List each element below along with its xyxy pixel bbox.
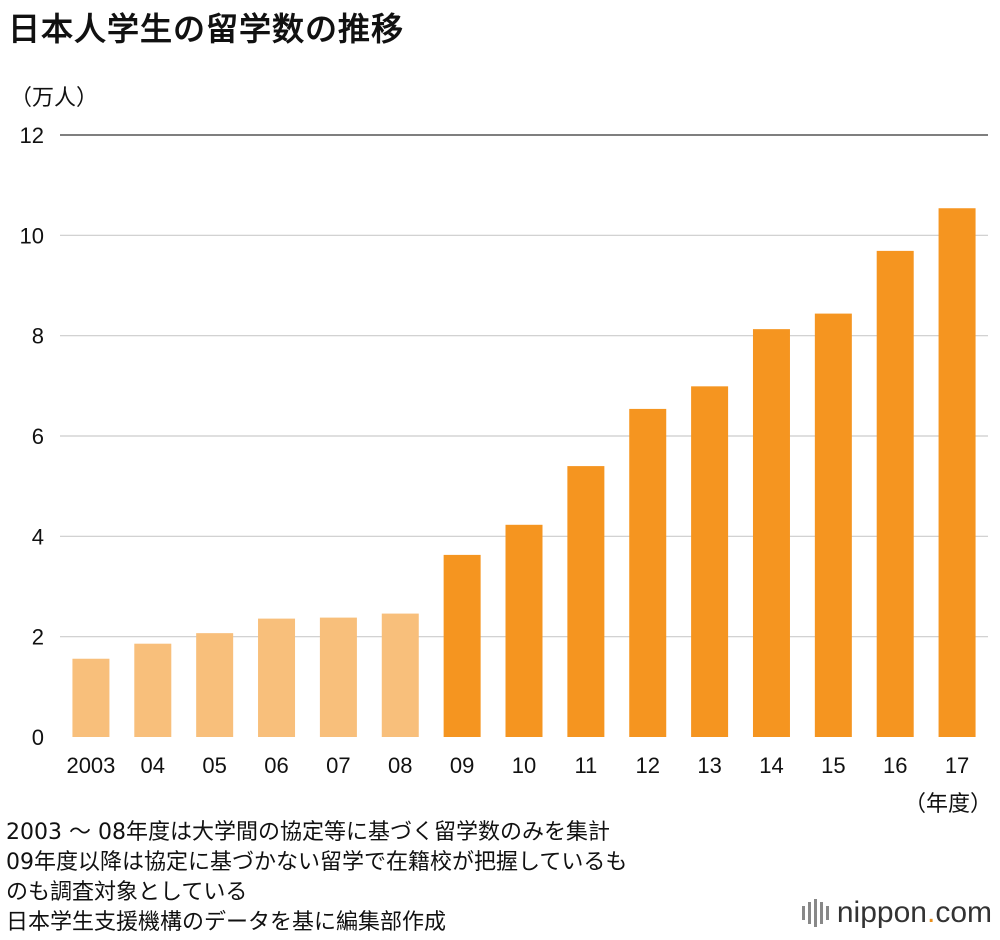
y-tick-label: 4 <box>32 524 44 549</box>
bar-16[interactable] <box>876 250 914 737</box>
chart-title: 日本人学生の留学数の推移 <box>8 10 405 48</box>
bar-09[interactable] <box>443 554 481 737</box>
brand-name: nippon <box>836 896 927 929</box>
bar-13[interactable] <box>691 386 729 737</box>
x-tick-label: 04 <box>141 753 165 778</box>
x-tick-label: 15 <box>821 753 845 778</box>
x-tick-labels: 2003 04 05 06 07 08 09 10 11 12 13 14 15 16 17 <box>66 753 969 778</box>
x-tick-label: 13 <box>697 753 721 778</box>
bar-2003[interactable] <box>72 658 110 737</box>
bar-06[interactable] <box>258 618 296 737</box>
footnote-line: のも調査対象としている <box>6 880 248 905</box>
x-tick-label: 06 <box>264 753 288 778</box>
y-tick-label: 10 <box>20 223 44 248</box>
x-tick-label: 07 <box>326 753 350 778</box>
x-axis-unit-label: （年度） <box>903 792 992 817</box>
bar-10[interactable] <box>505 524 543 737</box>
bar-05[interactable] <box>196 633 234 737</box>
y-tick-label: 0 <box>32 725 44 750</box>
y-axis-unit-label: （万人） <box>10 86 99 111</box>
brand-suffix: com <box>935 896 992 929</box>
brand-dot: . <box>926 896 936 929</box>
x-tick-label: 05 <box>202 753 226 778</box>
x-tick-label: 09 <box>450 753 474 778</box>
x-tick-label: 14 <box>759 753 783 778</box>
x-tick-label: 08 <box>388 753 412 778</box>
x-tick-label: 12 <box>635 753 659 778</box>
bar-11[interactable] <box>567 466 605 737</box>
y-tick-label: 8 <box>32 324 44 349</box>
footnote-line: 2003 ～ 08年度は大学間の協定等に基づく留学数のみを集計 <box>6 820 610 845</box>
bar-15[interactable] <box>814 313 852 737</box>
brand-bars-icon <box>801 899 829 927</box>
y-tick-label: 12 <box>20 123 44 148</box>
bars <box>72 208 976 737</box>
bar-04[interactable] <box>134 643 172 737</box>
x-tick-label: 16 <box>883 753 907 778</box>
source-note: 日本学生支援機構のデータを基に編集部作成 <box>6 910 447 935</box>
bar-12[interactable] <box>629 408 667 737</box>
bar-17[interactable] <box>938 208 976 737</box>
footnotes: 2003 ～ 08年度は大学間の協定等に基づく留学数のみを集計 09年度以降は協… <box>6 818 627 938</box>
x-tick-label: 17 <box>945 753 969 778</box>
brand-logo[interactable]: nippon. com <box>801 896 992 930</box>
y-tick-labels: 0 2 4 6 8 10 12 <box>20 123 44 750</box>
x-tick-label: 10 <box>512 753 536 778</box>
y-tick-label: 2 <box>32 625 44 650</box>
bar-chart: 0 2 4 6 8 10 12 2003 04 05 06 07 08 09 10 11 12 13 14 15 16… <box>20 123 988 778</box>
bar-08[interactable] <box>381 613 419 737</box>
x-tick-label: 11 <box>574 753 597 778</box>
bar-14[interactable] <box>752 329 790 737</box>
y-tick-label: 6 <box>32 424 44 449</box>
x-tick-label: 2003 <box>66 753 115 778</box>
bar-07[interactable] <box>319 617 357 737</box>
footnote-line: 09年度以降は協定に基づかない留学で在籍校が把握しているも <box>6 850 628 875</box>
